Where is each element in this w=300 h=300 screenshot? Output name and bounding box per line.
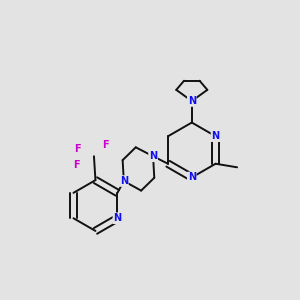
Text: N: N: [149, 151, 157, 161]
Text: N: N: [113, 213, 122, 223]
Text: F: F: [103, 140, 109, 150]
Text: F: F: [73, 160, 80, 170]
Text: F: F: [74, 144, 81, 154]
Text: N: N: [188, 172, 196, 182]
Text: N: N: [188, 96, 196, 106]
Text: N: N: [212, 131, 220, 141]
Text: N: N: [120, 176, 128, 186]
